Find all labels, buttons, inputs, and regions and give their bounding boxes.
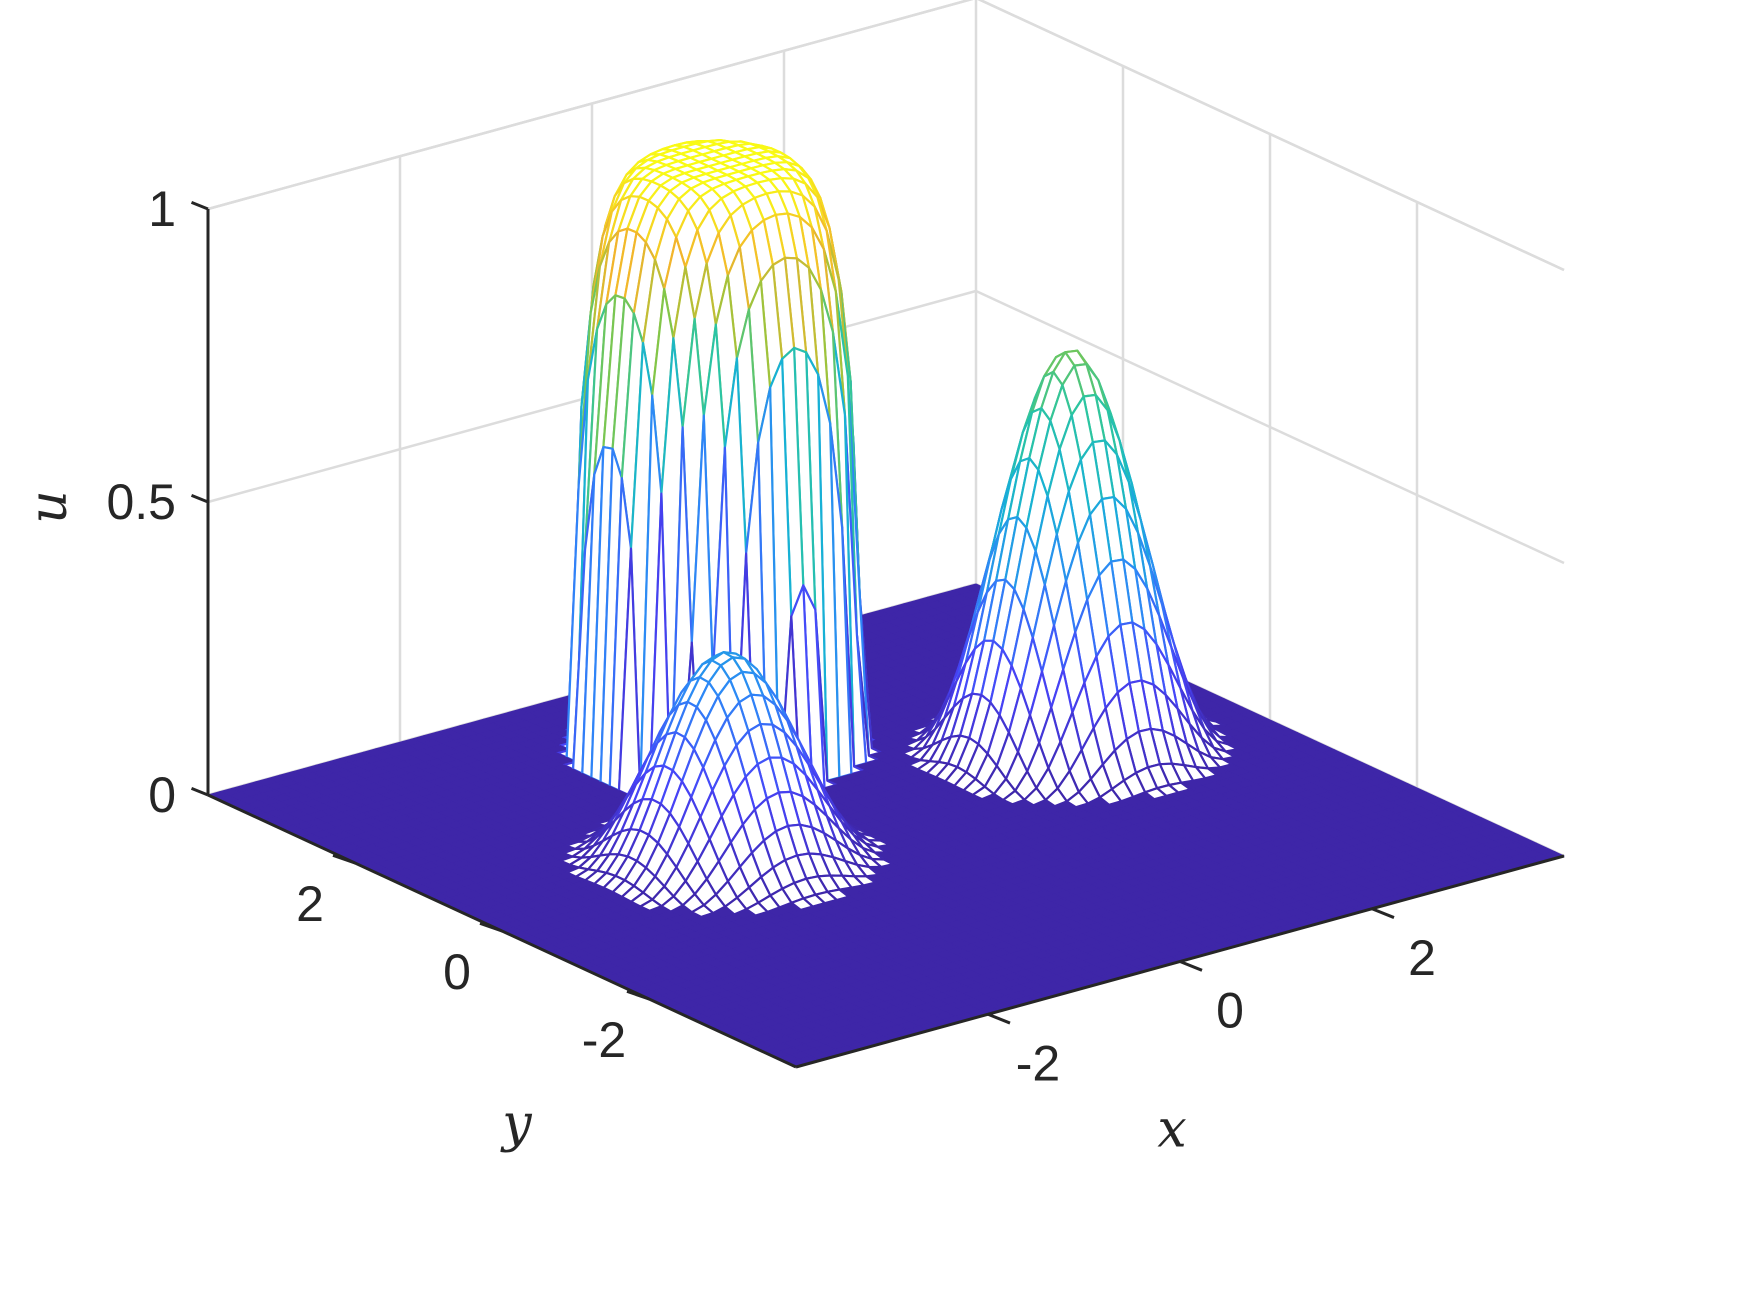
x-tick-label: 2 xyxy=(1408,930,1436,986)
surface-mesh xyxy=(207,139,1565,1068)
z-tick-label: 0 xyxy=(148,767,176,823)
z-tick-mark xyxy=(190,201,209,211)
z-tick-mark xyxy=(190,494,209,504)
y-axis-label: y xyxy=(500,1094,532,1154)
x-axis-label: x xyxy=(1157,1100,1186,1160)
z-tick-mark xyxy=(190,787,209,797)
y-tick-label: -2 xyxy=(582,1012,626,1068)
x-tick-label: -2 xyxy=(1016,1035,1060,1091)
x-tick-label: 0 xyxy=(1216,983,1244,1039)
grid-line xyxy=(207,0,974,211)
y-tick-label: 2 xyxy=(296,876,324,932)
x-tick-mark xyxy=(1179,960,1203,972)
z-tick-label: 0.5 xyxy=(106,474,176,530)
z-axis-label: u xyxy=(19,490,79,524)
x-tick-mark xyxy=(1371,907,1395,919)
z-tick-label: 1 xyxy=(148,181,176,237)
x-tick-mark xyxy=(987,1012,1011,1025)
grid-line xyxy=(977,0,1565,272)
y-tick-label: 0 xyxy=(443,944,471,1000)
